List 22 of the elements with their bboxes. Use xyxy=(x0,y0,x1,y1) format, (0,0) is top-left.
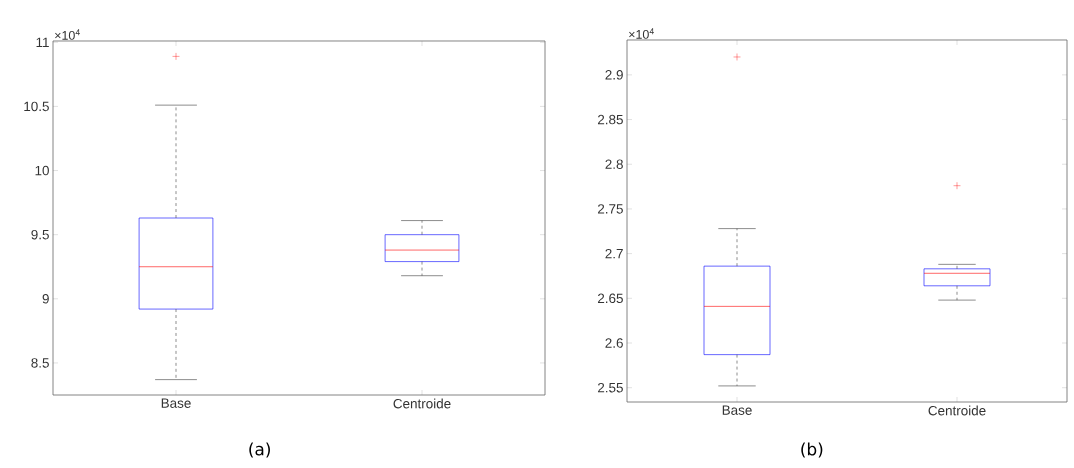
y-tick-label: 2.65 xyxy=(597,293,623,304)
text: (a) xyxy=(249,442,270,458)
y-tick-label: 9 xyxy=(42,294,49,304)
y-tick-label: 2.85 xyxy=(597,114,623,125)
x-tick-label: Centroide xyxy=(928,405,986,416)
y-tick-label: 9.5 xyxy=(31,229,49,240)
y-tick-label: 10.5 xyxy=(24,101,49,112)
y-tick-label: 11 xyxy=(36,37,49,47)
y-tick-label: 2.7 xyxy=(605,248,623,259)
x-tick-label: Base xyxy=(722,405,752,415)
y-tick-label: 2.55 xyxy=(597,382,623,393)
y-tick-label: 2.75 xyxy=(597,204,623,214)
y-tick-label: 2.9 xyxy=(605,70,623,80)
y-tick-label: 8.5 xyxy=(31,358,49,368)
y-tick-label: 2.8 xyxy=(605,159,623,169)
y-tick-label: 10 xyxy=(35,165,49,176)
text: (b) xyxy=(801,442,823,458)
x-tick-label: Base xyxy=(161,398,191,408)
text: ×10$^{4}$ xyxy=(629,28,654,39)
x-tick-label: Centroide xyxy=(393,398,451,409)
text: ×10$^{4}$ xyxy=(55,29,80,40)
y-tick-label: 2.6 xyxy=(605,338,623,348)
